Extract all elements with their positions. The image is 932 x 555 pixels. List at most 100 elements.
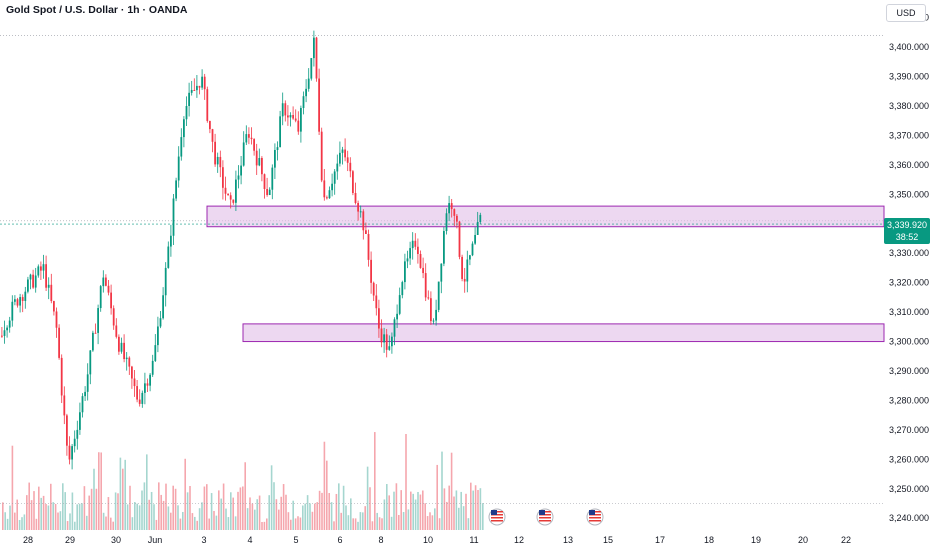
volume-bar (83, 486, 86, 530)
candle-body (154, 345, 157, 361)
y-axis-tick: 3,240.000 (889, 513, 929, 523)
volume-bar (167, 506, 170, 530)
volume-bar (50, 483, 52, 530)
candle-body (68, 445, 71, 460)
candle-body (6, 327, 8, 331)
candle-body (79, 412, 81, 430)
volume-bar (386, 484, 388, 530)
volume-bar (371, 521, 374, 530)
candle-body (11, 301, 14, 321)
candle-body (63, 395, 66, 416)
volume-bar (350, 498, 352, 530)
volume-bar (282, 484, 285, 530)
volume-bar (52, 502, 54, 530)
volume-bar (158, 482, 160, 530)
candle-body (344, 149, 346, 158)
candle-body (42, 264, 45, 271)
volume-bar (6, 518, 9, 530)
us-flag-icon[interactable] (536, 508, 554, 526)
candle-body (190, 89, 193, 93)
candle-body (385, 334, 388, 350)
candle-body (227, 193, 229, 196)
candle-body (388, 346, 391, 350)
volume-bar (376, 512, 378, 530)
candle-body (367, 234, 370, 260)
candle-body (250, 137, 253, 140)
candle-body (372, 282, 375, 296)
volume-bar (198, 508, 201, 530)
volume-bar (95, 488, 98, 530)
candle-body (255, 150, 258, 166)
volume-bar (234, 516, 237, 530)
volume-bar (124, 459, 126, 530)
candle-body (469, 255, 471, 260)
candle-body (175, 180, 177, 199)
candle-body (401, 282, 404, 296)
candle-body (409, 248, 411, 259)
volume-bar (74, 521, 76, 530)
volume-bar (30, 500, 33, 530)
volume-bar (196, 520, 198, 530)
volume-bar (62, 483, 64, 530)
last-price-value: 3,339.920 (886, 220, 928, 230)
candle-body (136, 386, 138, 400)
volume-bar (88, 495, 90, 530)
volume-bar (162, 500, 165, 530)
candle-body (27, 279, 29, 292)
candle-body (66, 415, 68, 446)
x-axis-tick: 10 (423, 535, 433, 545)
candle-body (162, 295, 164, 319)
volume-bar (378, 517, 381, 530)
candle-body (172, 198, 175, 236)
volume-bar (134, 502, 136, 530)
volume-bar (434, 508, 436, 530)
volume-bar (278, 509, 280, 530)
candle-body (266, 188, 268, 195)
candle-body (294, 118, 297, 121)
volume-bar (261, 521, 263, 530)
volume-bar (275, 499, 278, 530)
volume-bar (314, 503, 316, 530)
volume-bar (388, 495, 390, 530)
candle-body (292, 115, 294, 119)
volume-bar (287, 512, 290, 530)
candle-body (240, 165, 242, 176)
candle-body (411, 240, 414, 249)
candle-body (346, 157, 349, 163)
candle-body (157, 326, 159, 346)
candle-body (362, 211, 365, 231)
us-flag-icon[interactable] (488, 508, 506, 526)
volume-bar (213, 510, 215, 530)
candle-body (326, 197, 328, 199)
candle-body (141, 392, 144, 404)
support-zone[interactable] (242, 323, 885, 343)
candle-body (16, 299, 19, 306)
volume-bar (321, 492, 323, 530)
volume-bar (208, 518, 210, 530)
y-axis-tick: 3,390.000 (889, 72, 929, 82)
currency-button[interactable]: USD (886, 4, 926, 22)
volume-bar (35, 518, 38, 530)
candle-body (125, 357, 128, 360)
candle-body (193, 89, 196, 91)
candle-body (50, 284, 53, 302)
volume-bar (239, 487, 242, 530)
symbol-title[interactable]: Gold Spot / U.S. Dollar · 1h · OANDA (6, 4, 188, 16)
resistance-zone[interactable] (206, 205, 885, 228)
volume-bar (270, 465, 273, 530)
volume-bar (244, 462, 246, 530)
candle-body (271, 167, 274, 190)
candle-body (375, 295, 378, 309)
candle-body (307, 78, 310, 89)
volume-bar (453, 496, 455, 530)
candle-body (466, 259, 469, 282)
us-flag-icon[interactable] (586, 508, 604, 526)
volume-bar (122, 468, 124, 530)
candle-body (159, 318, 162, 327)
volume-bar (402, 512, 405, 530)
candle-body (86, 374, 89, 392)
volume-bar (285, 494, 287, 530)
volume-bar (400, 490, 402, 530)
